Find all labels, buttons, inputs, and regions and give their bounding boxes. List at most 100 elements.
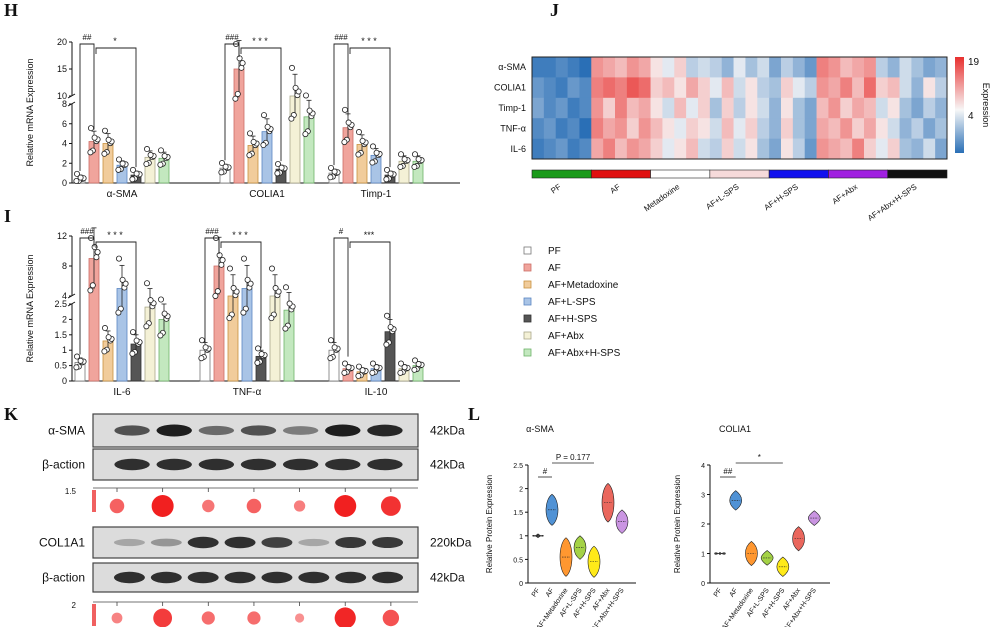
- heatmap-cell: [769, 97, 782, 119]
- data-point: [202, 344, 209, 351]
- heatmap-cell: [638, 97, 651, 119]
- heatmap-cell: [911, 138, 924, 160]
- data-point: [258, 351, 265, 358]
- data-point: [105, 136, 112, 143]
- heatmap-cell: [698, 77, 711, 99]
- data-point: [260, 142, 267, 149]
- heatmap-cell: [923, 77, 936, 99]
- heatmap-cell: [698, 97, 711, 119]
- blot-band: [156, 458, 192, 471]
- blot-band: [114, 458, 150, 471]
- data-point: [411, 163, 418, 170]
- sig-label: ***: [364, 230, 375, 240]
- sig-label: * * *: [232, 230, 248, 240]
- data-point: [246, 152, 253, 159]
- colorbar-label: Expression: [981, 83, 991, 128]
- legend-swatch: [523, 297, 532, 306]
- heatmap-cell: [662, 138, 675, 160]
- heatmap-cell: [674, 57, 687, 78]
- y-tick-label: 1: [62, 345, 67, 355]
- heatmap-cell: [887, 77, 900, 99]
- data-point: [292, 84, 299, 91]
- legend-label: AF+L-SPS: [548, 297, 596, 308]
- data-point: [102, 127, 109, 134]
- data-point: [327, 355, 334, 362]
- group-strip-label: PF: [549, 182, 563, 195]
- y-axis-label: Relative mRNA Expression: [25, 254, 35, 362]
- heatmap-cell: [745, 97, 758, 119]
- sig-bracket: [333, 237, 349, 357]
- data-point: [133, 170, 140, 177]
- blot-band: [335, 536, 367, 549]
- data-point: [102, 325, 109, 332]
- blot-band: [367, 458, 403, 471]
- heatmap-cell: [923, 138, 936, 160]
- sig-bracket: [349, 47, 391, 168]
- data-point: [143, 146, 150, 153]
- blot-label: β-action: [42, 458, 85, 472]
- heatmap-cell: [769, 57, 782, 78]
- x-tick-label: Timp-1: [361, 189, 392, 200]
- heatmap-cell: [579, 77, 592, 99]
- sig-bracket: [349, 241, 391, 324]
- heatmap-cell: [532, 97, 545, 119]
- data-point: [331, 168, 338, 175]
- heatmap-cell: [828, 77, 841, 99]
- heatmap-cell: [555, 138, 568, 160]
- heatmap-cell: [709, 97, 723, 119]
- heatmap-cell: [626, 57, 640, 78]
- intensity-dot: [334, 607, 356, 627]
- heatmap-cell: [709, 138, 723, 160]
- data-point: [161, 152, 168, 159]
- heatmap-cell: [591, 77, 604, 99]
- blot-band: [198, 425, 235, 436]
- heatmap-cell: [543, 57, 557, 78]
- data-point: [288, 64, 295, 71]
- violin: [807, 510, 821, 526]
- blot-band: [298, 538, 330, 547]
- y-tick-label: 15: [57, 64, 67, 74]
- data-point: [369, 143, 376, 150]
- blot-size-label: 220kDa: [430, 536, 472, 550]
- data-point: [373, 364, 380, 371]
- violin: [745, 541, 758, 566]
- heatmap-cell: [804, 57, 817, 78]
- panel-J: α-SMA COLIA1 Timp-1 TNF-α IL-6 19 4 Expression P…: [494, 56, 991, 223]
- heatmap-cell: [721, 77, 734, 99]
- data-point: [359, 367, 366, 374]
- data-point: [89, 282, 96, 289]
- data-point: [341, 139, 348, 146]
- heatmap-cell: [686, 77, 699, 99]
- heatmap-cell: [591, 138, 604, 160]
- data-point: [254, 359, 261, 366]
- sig-label: #: [339, 227, 344, 236]
- sig-bracket: [204, 237, 220, 343]
- dot-scale-max: 1.5: [65, 487, 77, 496]
- data-point: [302, 92, 309, 99]
- heatmap-cell: [923, 118, 936, 139]
- heatmap-cell: [591, 57, 604, 78]
- heatmap-cell: [555, 57, 568, 78]
- data-point: [88, 125, 95, 132]
- heatmap-cell: [757, 57, 770, 78]
- y-tick-label: 2: [62, 158, 67, 168]
- heatmap-cell: [745, 138, 758, 160]
- group-strip-label: AF+Abx+H-SPS: [866, 182, 919, 223]
- intensity-dot: [202, 499, 215, 513]
- legend-label: AF+H-SPS: [548, 314, 598, 325]
- y-tick-label: 4: [62, 291, 67, 301]
- group-strip-label: Metadoxine: [642, 182, 681, 213]
- data-point: [355, 363, 362, 370]
- heatmap-cell: [686, 138, 699, 160]
- intensity-dot: [153, 608, 173, 627]
- blot-band: [113, 571, 145, 584]
- panel-L: α-SMA Relative Protein Expression 0 0.5 1 1.5…: [485, 424, 830, 627]
- heatmap-cell: [792, 118, 806, 139]
- x-tick-label: PF: [531, 587, 542, 598]
- data-point: [232, 95, 239, 102]
- panel-label-H: H: [4, 0, 18, 20]
- colorbar-tick: 4: [968, 111, 974, 122]
- sig-label: ##: [83, 33, 92, 42]
- group-strip: [531, 169, 592, 179]
- heatmap-cell: [840, 77, 853, 99]
